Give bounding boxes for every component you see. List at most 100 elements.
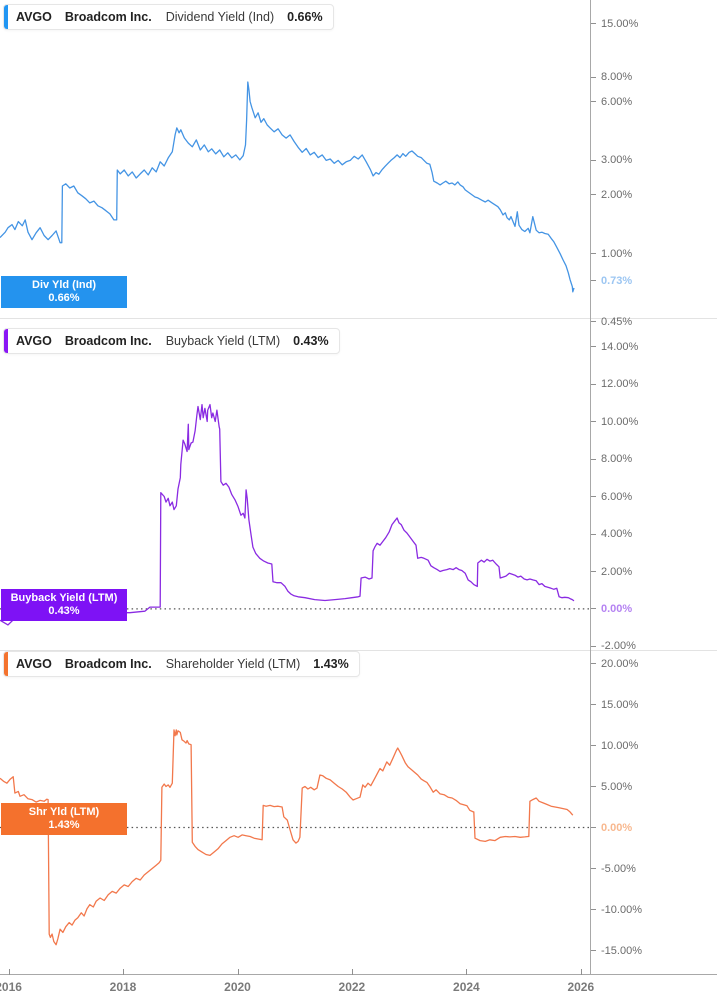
y-tick-mark: [590, 909, 596, 910]
dividend-yield-value-badge[interactable]: Div Yld (Ind) 0.66%: [1, 275, 127, 308]
chart-row-buyback-yield: 14.00% 12.00% 10.00% 8.00% 6.00% 4.00% 2.00% 0.…: [0, 318, 717, 653]
y-tick-mark: [590, 571, 596, 572]
y-tick-label: -10.00%: [601, 903, 642, 916]
badge-label: Buyback Yield (LTM): [10, 591, 118, 604]
y-tick-label: 15.00%: [601, 698, 639, 711]
y-tick-mark: [590, 321, 596, 323]
series-header-buyback-yield[interactable]: AVGO Broadcom Inc. Buyback Yield (LTM) 0…: [3, 328, 340, 354]
y-tick-mark: [590, 101, 596, 102]
badge-value: 1.43%: [48, 819, 80, 832]
y-tick-mark: [590, 663, 596, 664]
badge-value: 0.43%: [48, 604, 80, 617]
y-tick-label: -5.00%: [601, 862, 636, 875]
company-name-label: Broadcom Inc.: [64, 334, 152, 348]
chart-separator: [0, 318, 717, 319]
y-tick-label: 1.00%: [601, 247, 633, 260]
metric-value-label: 0.66%: [287, 10, 323, 24]
x-tick-mark: [466, 969, 468, 975]
buyback-yield-plot-area[interactable]: [0, 318, 590, 650]
y-tick-mark: [590, 608, 596, 610]
x-tick-label: 2022: [338, 980, 366, 994]
y-tick-label: -15.00%: [601, 944, 642, 957]
y-tick-label: 6.00%: [601, 490, 633, 503]
y-tick-mark: [590, 194, 596, 196]
y-tick-label: 15.00%: [601, 17, 639, 30]
y-tick-mark: [590, 868, 596, 869]
y-tick-label: 5.00%: [601, 780, 633, 793]
series-line: [0, 81, 575, 293]
series-line: [0, 729, 574, 946]
badge-label: Div Yld (Ind): [32, 278, 96, 291]
series-line: [0, 403, 575, 626]
metric-label: Buyback Yield (LTM): [165, 334, 281, 348]
y-tick-label: 4.00%: [601, 528, 633, 540]
y-tick-mark: [590, 533, 596, 535]
y-tick-label: 2.00%: [601, 565, 633, 578]
chart-row-shareholder-yield: 20.00% 15.00% 10.00% 5.00% 0.00% -5.00% -10.00…: [0, 650, 717, 974]
buyback-yield-y-axis: 14.00% 12.00% 10.00% 8.00% 6.00% 4.00% 2.00% 0.…: [590, 318, 717, 653]
series-color-bar: [4, 329, 8, 353]
dividend-yield-y-axis: 15.00% 8.00% 6.00% 3.00% 2.00% 1.00% 0.73% 0.45…: [590, 0, 717, 328]
x-tick-label: 2024: [453, 980, 480, 994]
company-name-label: Broadcom Inc.: [64, 657, 152, 671]
y-tick-mark: [590, 421, 596, 422]
shareholder-yield-plot-area[interactable]: [0, 650, 590, 974]
x-tick-mark: [580, 969, 582, 975]
ticker-label: AVGO: [16, 10, 52, 24]
y-tick-mark: [590, 704, 596, 705]
shareholder-yield-y-axis: 20.00% 15.00% 10.00% 5.00% 0.00% -5.00% -10.00…: [590, 650, 717, 974]
metric-value-label: 0.43%: [293, 334, 329, 348]
y-tick-mark: [590, 253, 596, 255]
series-header-shareholder-yield[interactable]: AVGO Broadcom Inc. Shareholder Yield (LT…: [3, 651, 360, 677]
y-tick-label: 10.00%: [601, 415, 639, 428]
y-tick-mark: [590, 645, 596, 647]
y-tick-label: 0.73%: [601, 274, 633, 287]
y-tick-label: 8.00%: [601, 453, 633, 465]
y-tick-label: 12.00%: [601, 378, 639, 390]
y-tick-mark: [590, 280, 596, 282]
y-tick-label: 2.00%: [601, 188, 633, 201]
y-tick-mark: [590, 458, 596, 460]
y-tick-mark: [590, 159, 596, 161]
y-tick-mark: [590, 950, 596, 951]
buyback-yield-value-badge[interactable]: Buyback Yield (LTM) 0.43%: [1, 588, 127, 621]
series-header-dividend-yield[interactable]: AVGO Broadcom Inc. Dividend Yield (Ind) …: [3, 4, 334, 30]
metric-label: Shareholder Yield (LTM): [165, 657, 301, 671]
ticker-label: AVGO: [16, 657, 52, 671]
x-tick-mark: [8, 969, 10, 975]
y-tick-label: 8.00%: [601, 71, 633, 83]
y-tick-label: 0.00%: [601, 602, 633, 615]
y-tick-label: 6.00%: [601, 95, 633, 108]
y-tick-label: 14.00%: [601, 340, 639, 353]
metric-label: Dividend Yield (Ind): [165, 10, 275, 24]
chart-separator: [0, 650, 717, 651]
dividend-yield-plot-area[interactable]: [0, 0, 590, 318]
x-tick-label: 2020: [224, 980, 251, 994]
y-tick-label: 20.00%: [601, 657, 639, 670]
x-tick-label: 2026: [567, 980, 595, 994]
y-axis-line: [590, 0, 591, 974]
y-tick-label: 0.00%: [601, 821, 633, 834]
badge-value: 0.66%: [48, 291, 80, 304]
y-tick-mark: [590, 827, 596, 828]
y-tick-label: -2.00%: [601, 640, 636, 653]
chart-row-dividend-yield: 15.00% 8.00% 6.00% 3.00% 2.00% 1.00% 0.73% 0.45…: [0, 0, 717, 328]
metric-value-label: 1.43%: [313, 657, 349, 671]
badge-label: Shr Yld (LTM): [28, 806, 100, 819]
shareholder-yield-value-badge[interactable]: Shr Yld (LTM) 1.43%: [1, 803, 127, 836]
series-color-bar: [4, 5, 8, 29]
x-tick-mark: [123, 969, 124, 975]
y-tick-mark: [590, 383, 596, 385]
ticker-label: AVGO: [16, 334, 52, 348]
company-name-label: Broadcom Inc.: [64, 10, 152, 24]
x-tick-label: 2018: [109, 980, 137, 994]
x-tick-label: 2016: [0, 980, 22, 994]
y-tick-label: 10.00%: [601, 739, 639, 752]
y-tick-mark: [590, 786, 596, 787]
x-axis: 2016 2018 2020 2022 2024 2026: [0, 969, 717, 1005]
y-tick-mark: [590, 346, 596, 347]
y-tick-mark: [590, 496, 596, 497]
series-color-bar: [4, 652, 8, 676]
y-tick-mark: [590, 745, 596, 746]
